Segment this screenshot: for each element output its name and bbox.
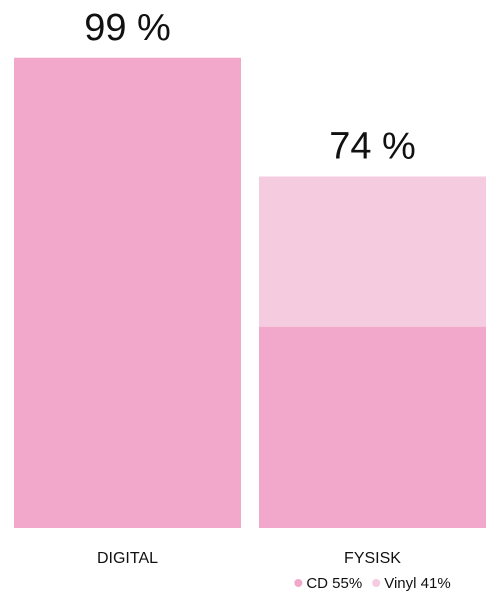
- legend-value: 55%: [332, 575, 362, 592]
- category-label: FYSISK: [344, 550, 401, 567]
- legend-value: 41%: [421, 575, 451, 592]
- legend-entry: Vinyl 41%: [384, 575, 450, 592]
- value-label: 99 %: [84, 7, 171, 49]
- category-label: DIGITAL: [97, 550, 158, 567]
- legend: CD 55% Vinyl 41%: [294, 575, 451, 592]
- bar-segment: [259, 326, 486, 528]
- legend-entry: CD 55%: [306, 575, 362, 592]
- bar-segment: [259, 176, 486, 327]
- legend-name: CD: [306, 575, 328, 592]
- bar: [14, 57, 241, 528]
- legend-name: Vinyl: [384, 575, 416, 592]
- legend-dot: [372, 579, 381, 587]
- value-label: 74 %: [329, 126, 416, 168]
- legend-dot: [294, 579, 303, 587]
